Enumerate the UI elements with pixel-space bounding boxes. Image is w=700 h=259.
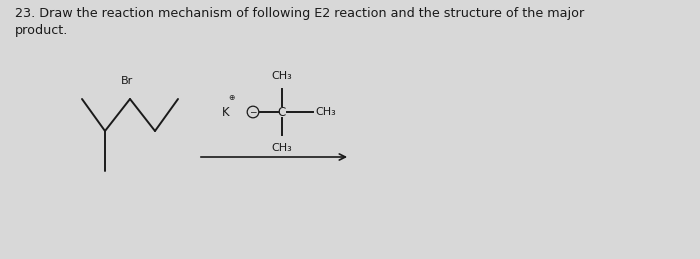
Text: ⊕: ⊕ — [228, 93, 235, 103]
Text: K: K — [223, 105, 230, 119]
Text: CH₃: CH₃ — [315, 107, 336, 117]
Text: CH₃: CH₃ — [272, 143, 293, 153]
Text: C: C — [278, 105, 286, 119]
Text: product.: product. — [15, 24, 69, 37]
Text: Br: Br — [121, 76, 133, 86]
Text: 23. Draw the reaction mechanism of following E2 reaction and the structure of th: 23. Draw the reaction mechanism of follo… — [15, 7, 584, 20]
Text: CH₃: CH₃ — [272, 71, 293, 81]
Text: −: − — [249, 107, 257, 116]
